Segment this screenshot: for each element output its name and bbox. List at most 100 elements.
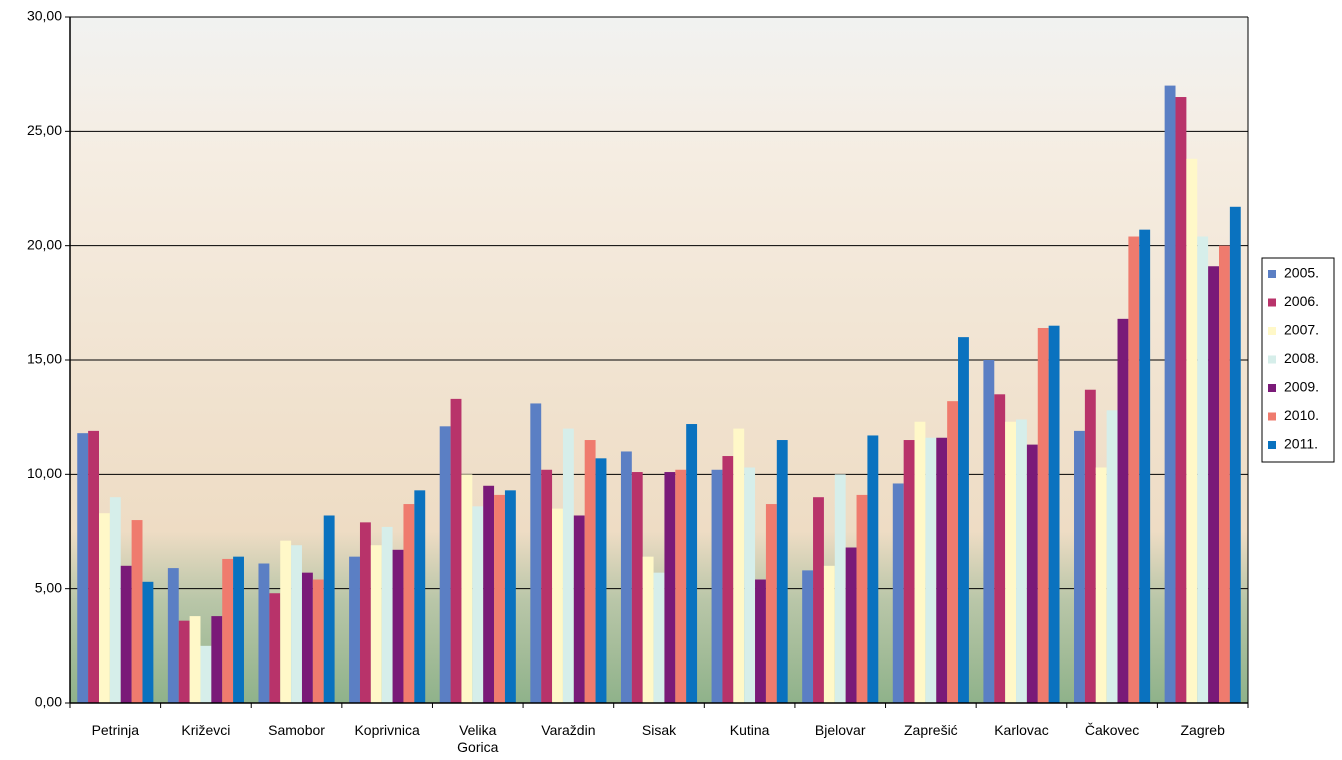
bar bbox=[142, 581, 154, 703]
bar bbox=[222, 558, 234, 703]
bar bbox=[776, 440, 788, 703]
bar bbox=[994, 394, 1006, 703]
bar bbox=[765, 504, 777, 703]
bar bbox=[504, 490, 516, 703]
bar bbox=[573, 515, 585, 703]
bar bbox=[88, 430, 99, 703]
bar bbox=[595, 458, 607, 703]
x-tick-label: Zaprešić bbox=[904, 722, 958, 738]
bar bbox=[711, 469, 723, 703]
bar bbox=[189, 616, 201, 703]
legend-label: 2010. bbox=[1284, 407, 1319, 423]
bar bbox=[813, 497, 824, 703]
bar bbox=[1106, 410, 1118, 703]
bar bbox=[925, 437, 937, 703]
bar bbox=[472, 506, 484, 703]
x-tick-label: Koprivnica bbox=[354, 722, 420, 738]
y-tick-label: 30,00 bbox=[27, 8, 62, 24]
bar bbox=[958, 337, 969, 703]
x-tick-label: Petrinja bbox=[91, 722, 140, 738]
bar bbox=[530, 403, 542, 703]
bar bbox=[1139, 229, 1151, 703]
bar bbox=[1074, 430, 1085, 703]
bar bbox=[755, 579, 766, 703]
bar bbox=[1219, 245, 1230, 703]
x-tick-label: Zagreb bbox=[1180, 722, 1225, 738]
legend-swatch bbox=[1268, 298, 1276, 307]
bar bbox=[936, 437, 948, 703]
bar bbox=[1208, 266, 1220, 703]
bar bbox=[744, 467, 756, 703]
bar bbox=[584, 440, 596, 703]
bar bbox=[552, 508, 563, 703]
bar bbox=[167, 568, 179, 703]
bar bbox=[1128, 236, 1140, 703]
x-tick-label: Karlovac bbox=[994, 722, 1049, 738]
bar bbox=[120, 565, 132, 703]
bar bbox=[392, 549, 404, 703]
bar bbox=[269, 593, 281, 703]
bar bbox=[312, 579, 324, 703]
y-tick-label: 20,00 bbox=[27, 236, 62, 252]
bar bbox=[483, 485, 495, 703]
bar bbox=[867, 435, 879, 703]
bar bbox=[178, 620, 190, 703]
bar bbox=[1026, 444, 1038, 703]
bar bbox=[77, 433, 89, 703]
bar bbox=[1048, 325, 1060, 703]
bar bbox=[280, 540, 292, 703]
bar bbox=[211, 616, 223, 703]
bar bbox=[258, 563, 270, 703]
bar bbox=[403, 504, 415, 703]
bar bbox=[631, 472, 643, 703]
legend-label: 2005. bbox=[1284, 265, 1319, 281]
bar bbox=[620, 451, 632, 703]
bar bbox=[98, 513, 110, 703]
bar bbox=[1016, 419, 1027, 703]
bar bbox=[686, 424, 698, 703]
x-tick-label: Križevci bbox=[181, 722, 231, 738]
bar bbox=[845, 547, 857, 703]
y-tick-label: 25,00 bbox=[27, 122, 62, 138]
bar bbox=[823, 565, 835, 703]
bar bbox=[1005, 421, 1017, 703]
x-tick-label: Čakovec bbox=[1084, 722, 1140, 738]
bar bbox=[1229, 206, 1241, 703]
y-tick-label: 15,00 bbox=[27, 351, 62, 367]
legend-swatch bbox=[1268, 441, 1276, 449]
bar bbox=[301, 572, 313, 703]
bar bbox=[461, 474, 473, 703]
y-tick-label: 0,00 bbox=[35, 694, 62, 710]
bar bbox=[802, 570, 814, 703]
bar bbox=[1186, 158, 1198, 704]
bar bbox=[349, 556, 360, 703]
y-tick-label: 10,00 bbox=[27, 465, 62, 481]
bar bbox=[291, 545, 302, 703]
bar bbox=[1084, 389, 1096, 703]
bar bbox=[233, 556, 244, 703]
bar bbox=[722, 456, 734, 703]
bar bbox=[892, 483, 904, 703]
bar bbox=[664, 472, 676, 703]
bar bbox=[381, 526, 393, 703]
legend-swatch bbox=[1268, 270, 1276, 278]
bar bbox=[323, 515, 335, 703]
bar bbox=[131, 520, 143, 703]
bar bbox=[642, 556, 654, 703]
bar bbox=[947, 401, 959, 703]
x-tick-label: Sisak bbox=[641, 722, 677, 738]
bar bbox=[370, 545, 382, 703]
bar bbox=[856, 494, 868, 703]
legend-swatch bbox=[1268, 327, 1276, 335]
x-tick-label: Varaždin bbox=[541, 722, 596, 738]
legend-label: 2009. bbox=[1284, 379, 1319, 395]
bar bbox=[903, 440, 915, 703]
bar bbox=[675, 469, 687, 703]
bar bbox=[653, 572, 665, 703]
bar bbox=[414, 490, 426, 703]
legend-swatch bbox=[1268, 412, 1276, 421]
bar bbox=[1037, 327, 1049, 703]
legend-label: 2008. bbox=[1284, 350, 1319, 366]
